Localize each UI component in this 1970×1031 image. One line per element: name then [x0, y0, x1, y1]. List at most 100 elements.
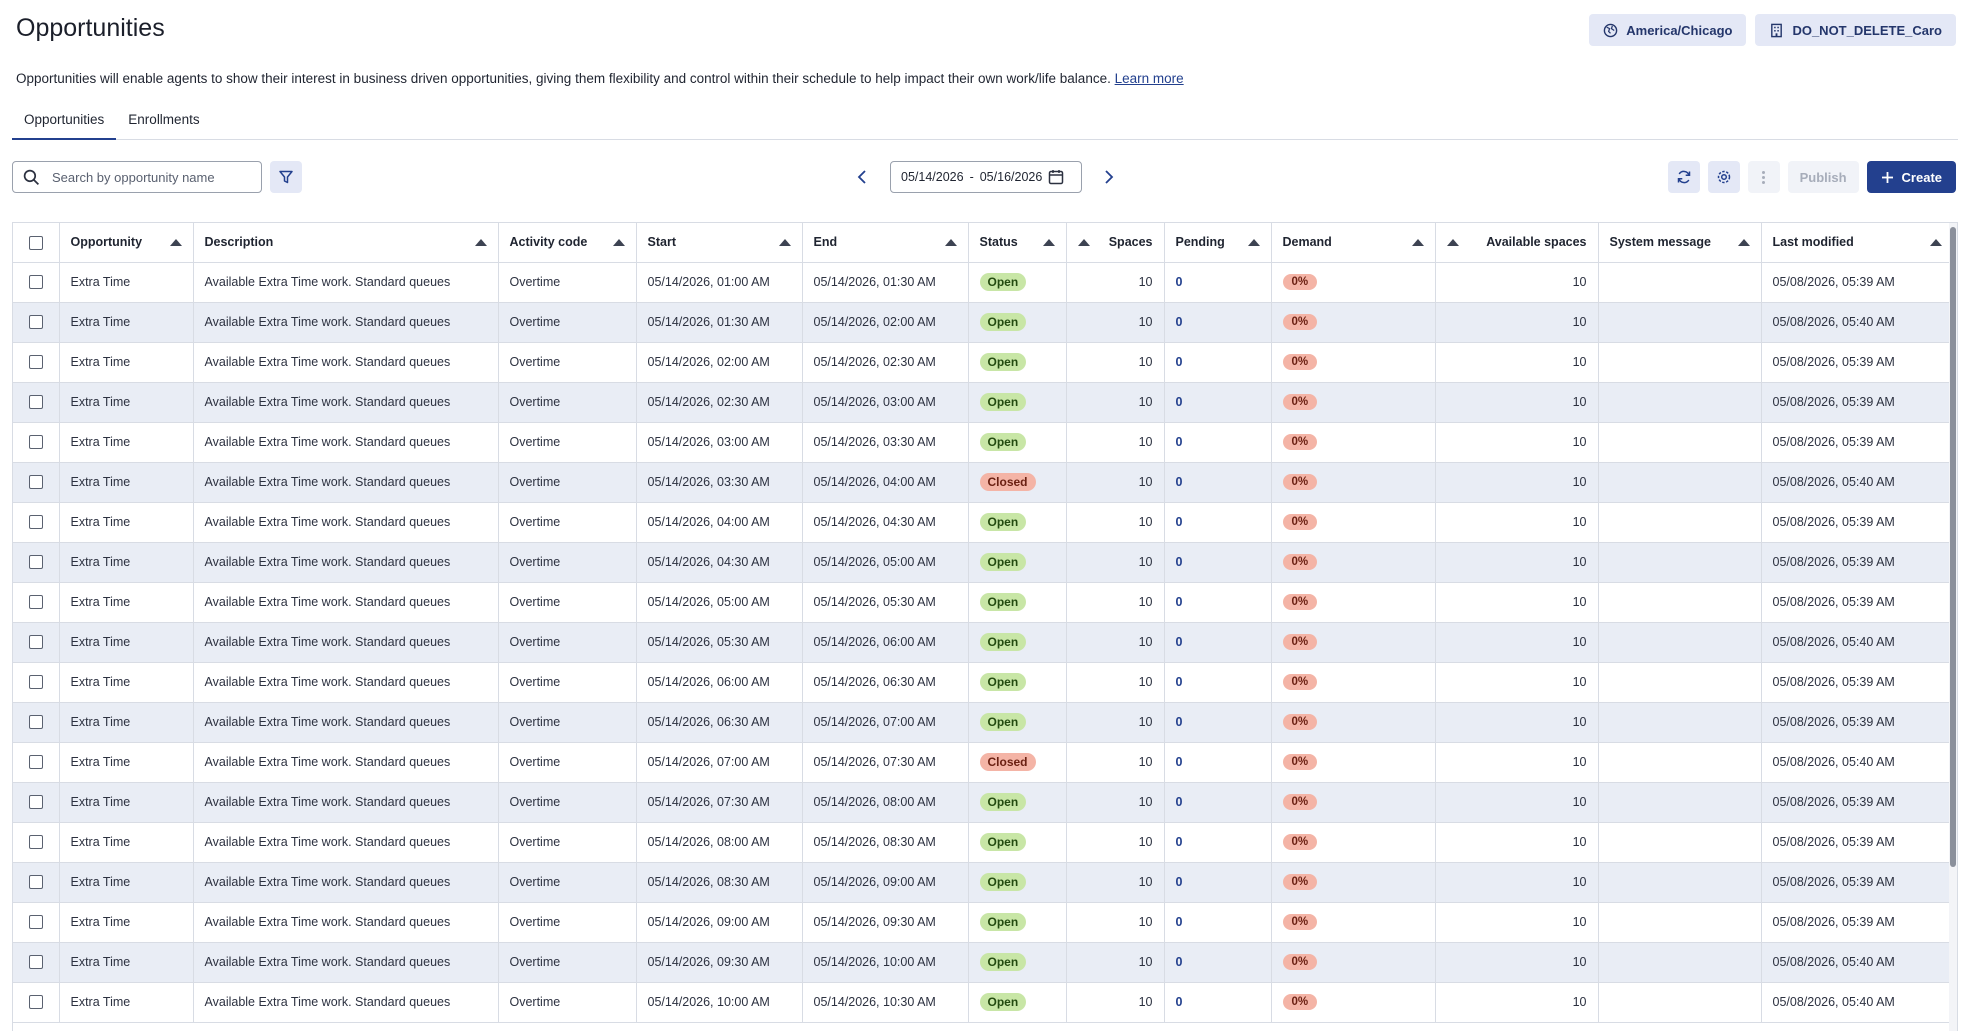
pending-link[interactable]: 0 — [1175, 315, 1183, 329]
table-row[interactable]: Extra Time Available Extra Time work. St… — [13, 942, 1954, 983]
create-button[interactable]: Create — [1866, 161, 1956, 193]
sort-icon[interactable] — [169, 238, 182, 246]
calendar-icon[interactable] — [1048, 169, 1064, 185]
row-checkbox[interactable] — [28, 635, 43, 650]
pending-link[interactable]: 0 — [1175, 395, 1183, 409]
row-checkbox[interactable] — [28, 275, 43, 290]
row-checkbox[interactable] — [28, 955, 43, 970]
pending-link[interactable]: 0 — [1175, 795, 1183, 809]
date-range-picker[interactable]: 05/14/2026 - 05/16/2026 — [890, 161, 1082, 193]
pending-link[interactable]: 0 — [1175, 555, 1183, 569]
pending-link[interactable]: 0 — [1175, 275, 1183, 289]
sort-icon[interactable] — [1737, 238, 1750, 246]
next-range-button[interactable] — [1097, 165, 1121, 189]
table-row[interactable]: Extra Time Available Extra Time work. St… — [13, 342, 1954, 383]
pending-link[interactable]: 0 — [1175, 755, 1183, 769]
sort-icon[interactable] — [474, 238, 487, 246]
settings-button[interactable] — [1707, 161, 1740, 193]
row-checkbox[interactable] — [28, 675, 43, 690]
table-row[interactable]: Extra Time Available Extra Time work. St… — [13, 862, 1954, 903]
table-row[interactable]: Extra Time Available Extra Time work. St… — [13, 422, 1954, 463]
tab-opportunities[interactable]: Opportunities — [12, 104, 117, 140]
pending-link[interactable]: 0 — [1175, 995, 1183, 1009]
column-spaces[interactable]: Spaces — [1066, 223, 1165, 263]
previous-range-button[interactable] — [850, 165, 874, 189]
row-checkbox[interactable] — [28, 995, 43, 1010]
scrollbar-thumb[interactable] — [1950, 227, 1956, 867]
column-demand[interactable]: Demand — [1271, 223, 1436, 263]
column-start[interactable]: Start — [636, 223, 803, 263]
table-row[interactable]: Extra Time Available Extra Time work. St… — [13, 262, 1954, 303]
column-end[interactable]: End — [802, 223, 969, 263]
table-scrollbar[interactable] — [1949, 223, 1957, 1031]
row-checkbox[interactable] — [28, 435, 43, 450]
column-activity-code[interactable]: Activity code — [498, 223, 637, 263]
sort-icon[interactable] — [944, 238, 957, 246]
sort-icon[interactable] — [1247, 238, 1260, 246]
sort-icon[interactable] — [1446, 238, 1459, 246]
publish-button[interactable]: Publish — [1787, 161, 1859, 193]
row-checkbox[interactable] — [28, 835, 43, 850]
table-row[interactable]: Extra Time Available Extra Time work. St… — [13, 902, 1954, 943]
pending-link[interactable]: 0 — [1175, 835, 1183, 849]
search-input[interactable] — [50, 168, 230, 186]
table-row[interactable]: Extra Time Available Extra Time work. St… — [13, 982, 1954, 1023]
business-unit-button[interactable]: DO_NOT_DELETE_Caro — [1755, 14, 1956, 46]
pending-link[interactable]: 0 — [1175, 475, 1183, 489]
row-checkbox[interactable] — [28, 315, 43, 330]
row-checkbox[interactable] — [28, 395, 43, 410]
table-row[interactable]: Extra Time Available Extra Time work. St… — [13, 382, 1954, 423]
tab-enrollments[interactable]: Enrollments — [128, 112, 200, 127]
row-checkbox[interactable] — [28, 555, 43, 570]
table-row[interactable]: Extra Time Available Extra Time work. St… — [13, 742, 1954, 783]
column-opportunity[interactable]: Opportunity — [59, 223, 194, 263]
row-checkbox[interactable] — [28, 755, 43, 770]
row-checkbox[interactable] — [28, 915, 43, 930]
sort-icon[interactable] — [1042, 238, 1055, 246]
sort-icon[interactable] — [778, 238, 791, 246]
learn-more-link[interactable]: Learn more — [1114, 71, 1184, 86]
table-row[interactable]: Extra Time Available Extra Time work. St… — [13, 662, 1954, 703]
column-system-message[interactable]: System message — [1598, 223, 1762, 263]
row-checkbox[interactable] — [28, 475, 43, 490]
sort-icon[interactable] — [1077, 238, 1090, 246]
table-row[interactable]: Extra Time Available Extra Time work. St… — [13, 462, 1954, 503]
row-checkbox[interactable] — [28, 595, 43, 610]
sort-icon[interactable] — [1411, 238, 1424, 246]
table-row[interactable]: Extra Time Available Extra Time work. St… — [13, 702, 1954, 743]
table-row[interactable]: Extra Time Available Extra Time work. St… — [13, 502, 1954, 543]
row-checkbox[interactable] — [28, 355, 43, 370]
refresh-button[interactable] — [1667, 161, 1700, 193]
select-all-checkbox[interactable] — [28, 235, 43, 250]
column-status[interactable]: Status — [968, 223, 1067, 263]
pending-link[interactable]: 0 — [1175, 515, 1183, 529]
table-row[interactable]: Extra Time Available Extra Time work. St… — [13, 782, 1954, 823]
column-last-modified[interactable]: Last modified — [1761, 223, 1954, 263]
column-pending[interactable]: Pending — [1164, 223, 1272, 263]
pending-link[interactable]: 0 — [1175, 715, 1183, 729]
pending-link[interactable]: 0 — [1175, 435, 1183, 449]
row-checkbox[interactable] — [28, 515, 43, 530]
pending-link[interactable]: 0 — [1175, 955, 1183, 969]
pending-link[interactable]: 0 — [1175, 635, 1183, 649]
pending-link[interactable]: 0 — [1175, 355, 1183, 369]
sort-icon[interactable] — [1929, 238, 1942, 246]
table-row[interactable]: Extra Time Available Extra Time work. St… — [13, 622, 1954, 663]
column-description[interactable]: Description — [193, 223, 499, 263]
pending-link[interactable]: 0 — [1175, 915, 1183, 929]
row-checkbox[interactable] — [28, 715, 43, 730]
column-available-spaces[interactable]: Available spaces — [1435, 223, 1599, 263]
table-row[interactable]: Extra Time Available Extra Time work. St… — [13, 582, 1954, 623]
row-checkbox[interactable] — [28, 795, 43, 810]
table-row[interactable]: Extra Time Available Extra Time work. St… — [13, 822, 1954, 863]
row-checkbox[interactable] — [28, 875, 43, 890]
pending-link[interactable]: 0 — [1175, 595, 1183, 609]
pending-link[interactable]: 0 — [1175, 875, 1183, 889]
filter-button[interactable] — [270, 161, 302, 193]
table-row[interactable]: Extra Time Available Extra Time work. St… — [13, 542, 1954, 583]
more-options-button[interactable] — [1747, 161, 1780, 193]
table-row[interactable]: Extra Time Available Extra Time work. St… — [13, 302, 1954, 343]
pending-link[interactable]: 0 — [1175, 675, 1183, 689]
sort-icon[interactable] — [612, 238, 625, 246]
timezone-button[interactable]: America/Chicago — [1589, 14, 1747, 46]
